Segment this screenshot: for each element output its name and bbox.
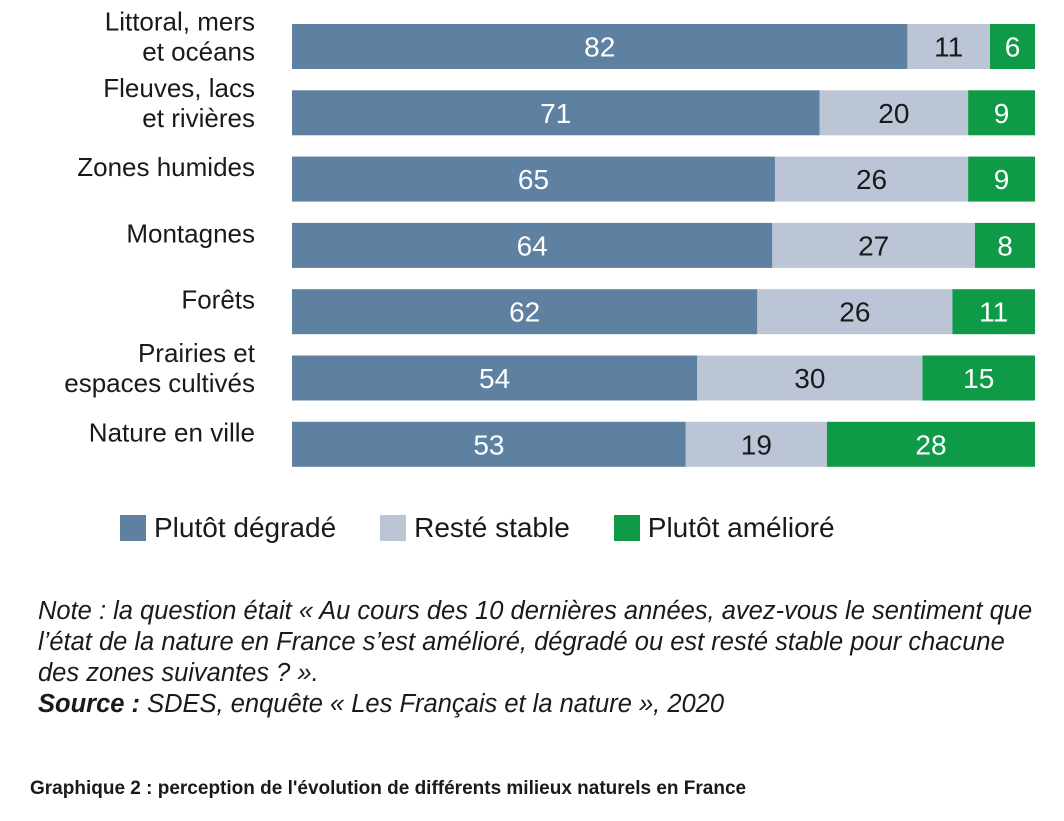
bar-montagnes-reste-stable — [772, 222, 975, 268]
figure-caption: Graphique 2 : perception de l'évolution … — [30, 778, 747, 799]
value-label-prairies-et-espaces-cultives-reste-stable: 30 — [794, 363, 825, 394]
value-label-fleuves-lacs-et-rivieres-plutot-ameliore: 9 — [994, 98, 1010, 129]
legend-item-ameliore: Plutôt amélioré — [613, 512, 835, 544]
category-label-littoral-mers-et-oceans: Littoral, mers et océans — [105, 7, 255, 67]
bar-forets-plutot-ameliore — [952, 289, 1035, 335]
legend-swatch-stable — [380, 515, 407, 541]
category-label-prairies-et-espaces-cultives: Prairies et espaces cultivés — [64, 338, 256, 398]
bar-littoral-mers-et-oceans-reste-stable — [907, 24, 990, 69]
bar-montagnes-plutot-ameliore — [974, 222, 1035, 268]
legend: Plutôt dégradé Resté stable Plutôt améli… — [120, 512, 879, 544]
source-line: Source : SDES, enquête « Les Français et… — [38, 689, 1038, 720]
value-label-montagnes-plutot-degrade: 64 — [517, 230, 548, 261]
bar-prairies-et-espaces-cultives-plutot-degrade — [292, 355, 698, 401]
bar-forets-plutot-degrade — [292, 289, 758, 335]
value-label-nature-en-ville-reste-stable: 19 — [741, 429, 772, 460]
value-label-nature-en-ville-plutot-degrade: 53 — [473, 429, 504, 460]
bar-fleuves-lacs-et-rivieres-plutot-degrade — [292, 90, 820, 136]
bar-nature-en-ville-plutot-ameliore — [826, 421, 1035, 467]
value-label-forets-reste-stable: 26 — [839, 297, 870, 328]
legend-swatch-degrade — [120, 515, 146, 541]
bar-littoral-mers-et-oceans-plutot-ameliore — [989, 24, 1035, 69]
bar-littoral-mers-et-oceans-plutot-degrade — [292, 24, 908, 69]
bar-montagnes-plutot-degrade — [292, 222, 773, 268]
bar-zones-humides-reste-stable — [774, 156, 969, 202]
legend-label-ameliore: Plutôt amélioré — [647, 512, 835, 543]
value-label-zones-humides-plutot-ameliore: 9 — [994, 164, 1010, 195]
bar-prairies-et-espaces-cultives-plutot-ameliore — [922, 355, 1035, 401]
category-label-montagnes: Montagnes — [126, 218, 255, 248]
bar-zones-humides-plutot-ameliore — [968, 156, 1035, 202]
stacked-bar-chart: Littoral, mers et océans 82 11 6 Fleuves, lac… — [64, 7, 1035, 467]
value-label-nature-en-ville-plutot-ameliore: 28 — [915, 429, 946, 460]
legend-swatch-ameliore — [613, 515, 640, 541]
bar-fleuves-lacs-et-rivieres-reste-stable — [819, 90, 969, 136]
bar-nature-en-ville-reste-stable — [685, 421, 827, 467]
note-text: Note : la question était « Au cours des … — [38, 597, 1033, 687]
value-label-zones-humides-reste-stable: 26 — [856, 164, 887, 195]
value-label-prairies-et-espaces-cultives-plutot-ameliore: 15 — [963, 363, 994, 394]
bar-nature-en-ville-plutot-degrade — [292, 421, 686, 467]
value-label-prairies-et-espaces-cultives-plutot-degrade: 54 — [479, 363, 510, 394]
legend-label-degrade: Plutôt dégradé — [154, 512, 337, 543]
value-label-montagnes-plutot-ameliore: 8 — [997, 230, 1013, 261]
bar-fleuves-lacs-et-rivieres-plutot-ameliore — [968, 90, 1035, 136]
category-label-fleuves-lacs-et-rivieres: Fleuves, lacs et rivières — [103, 73, 255, 133]
value-label-littoral-mers-et-oceans-reste-stable: 11 — [934, 32, 963, 63]
source-label: Source : — [38, 690, 141, 718]
value-label-zones-humides-plutot-degrade: 65 — [518, 164, 549, 195]
source-text: SDES, enquête « Les Français et la natur… — [140, 690, 725, 718]
bar-forets-reste-stable — [757, 289, 953, 335]
value-label-forets-plutot-ameliore: 11 — [979, 297, 1008, 328]
category-label-forets: Forêts — [181, 285, 255, 315]
legend-label-stable: Resté stable — [414, 512, 570, 543]
category-label-nature-en-ville: Nature en ville — [89, 417, 255, 447]
legend-item-stable: Resté stable — [380, 512, 570, 544]
value-label-fleuves-lacs-et-rivieres-plutot-degrade: 71 — [540, 98, 571, 129]
bar-zones-humides-plutot-degrade — [292, 156, 775, 202]
value-label-fleuves-lacs-et-rivieres-reste-stable: 20 — [878, 98, 909, 129]
value-label-littoral-mers-et-oceans-plutot-ameliore: 6 — [1005, 32, 1021, 63]
category-label-zones-humides: Zones humides — [77, 152, 255, 182]
legend-item-degrade: Plutôt dégradé — [120, 512, 336, 544]
bar-prairies-et-espaces-cultives-reste-stable — [697, 355, 923, 401]
value-label-forets-plutot-degrade: 62 — [509, 297, 540, 328]
value-label-montagnes-reste-stable: 27 — [858, 230, 889, 261]
chart-note: Note : la question était « Au cours des … — [38, 596, 1038, 720]
value-label-littoral-mers-et-oceans-plutot-degrade: 82 — [584, 32, 615, 63]
